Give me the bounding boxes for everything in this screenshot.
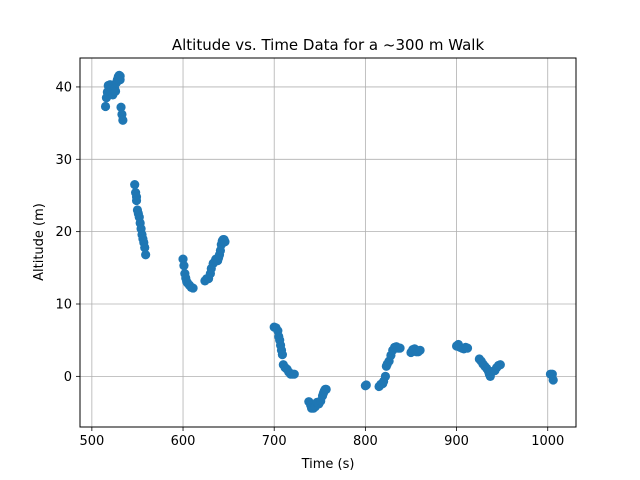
x-tick-label: 700 <box>262 434 287 449</box>
chart-title: Altitude vs. Time Data for a ~300 m Walk <box>172 36 485 54</box>
data-point <box>220 237 230 247</box>
data-point <box>118 115 128 125</box>
data-point <box>140 242 150 253</box>
x-tick-label: 500 <box>79 434 104 449</box>
y-tick-label: 10 <box>55 298 72 313</box>
y-tick-label: 30 <box>55 153 72 168</box>
y-tick-label: 40 <box>55 80 72 95</box>
data-point <box>495 360 505 370</box>
x-tick-label: 900 <box>444 434 469 449</box>
plot-frame <box>79 57 577 428</box>
data-point <box>179 261 189 271</box>
grid-lines <box>80 58 576 427</box>
data-point <box>110 86 121 96</box>
data-point <box>321 384 331 394</box>
data-point <box>548 375 558 385</box>
data-point <box>116 102 126 112</box>
x-tick-label: 1000 <box>531 434 564 449</box>
data-point <box>188 283 198 293</box>
y-axis-ticks: 0 10 20 30 40 <box>55 80 80 385</box>
x-axis-ticks: 500 600 700 800 900 1000 <box>79 427 564 449</box>
data-point <box>395 343 405 353</box>
x-tick-label: 800 <box>353 434 378 449</box>
data-point <box>380 371 391 381</box>
data-points <box>100 70 558 413</box>
y-axis-label: Altitude (m) <box>32 203 47 281</box>
data-point <box>361 380 371 390</box>
x-axis-label: Time (s) <box>301 457 355 472</box>
data-point <box>130 180 140 190</box>
data-point <box>141 250 151 260</box>
data-point <box>115 71 125 81</box>
data-point <box>277 350 288 360</box>
x-tick-label: 600 <box>171 434 196 449</box>
data-point <box>100 101 111 112</box>
data-point <box>131 195 142 206</box>
y-tick-label: 0 <box>64 370 72 385</box>
y-tick-label: 20 <box>55 225 72 240</box>
data-point <box>415 345 425 355</box>
data-point <box>462 343 473 353</box>
data-point <box>289 369 299 379</box>
